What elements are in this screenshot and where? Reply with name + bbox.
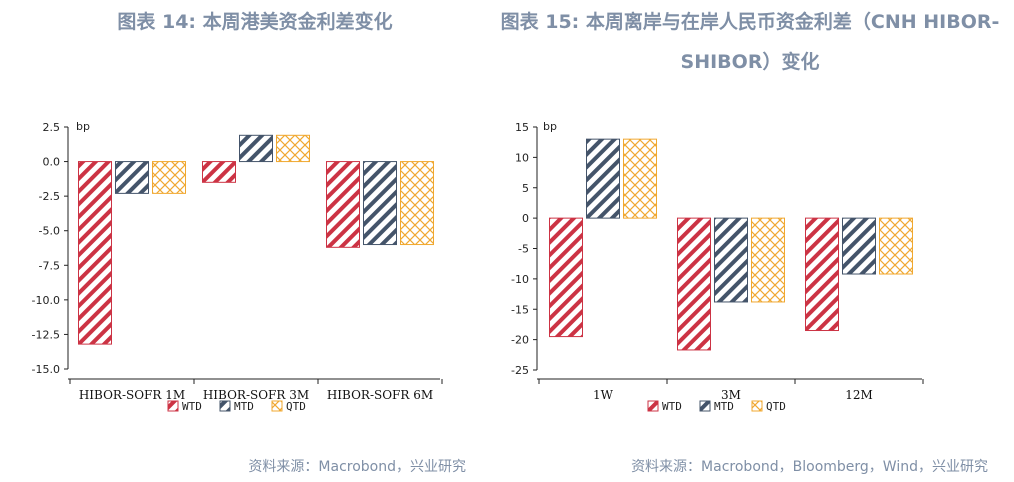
y-tick-label: 0 [522, 212, 529, 225]
legend-swatch-wtd [167, 400, 179, 412]
bar-mtd [115, 161, 149, 194]
x-category-label: 1W [593, 388, 614, 402]
y-tick-label: -2.5 [39, 190, 60, 203]
y-tick-label: -5.0 [39, 225, 60, 238]
y-tick-label: -15.0 [32, 363, 60, 376]
y-tick-label: 10 [515, 151, 529, 164]
source-note-left: 资料来源：Macrobond，兴业研究 [248, 459, 466, 475]
bar-qtd [623, 138, 657, 219]
bar-qtd [400, 161, 434, 246]
bar-wtd [805, 217, 839, 332]
y-tick-label: -7.5 [39, 259, 60, 272]
y-tick-label: -25 [511, 364, 529, 377]
chart-title-right: 图表 15: 本周离岸与在岸人民币资金利差（CNH HIBOR-SHIBOR）变… [500, 11, 1000, 73]
bar-wtd [326, 161, 360, 248]
legend-swatch-mtd [699, 400, 711, 412]
y-unit-label: bp [543, 120, 557, 133]
chart-title-left: 图表 14: 本周港美资金利差变化 [117, 11, 393, 33]
x-category-label: 12M [845, 388, 873, 402]
x-category-label: HIBOR-SOFR 6M [327, 388, 433, 402]
bar-mtd [714, 217, 748, 303]
y-tick-label: 2.5 [43, 121, 61, 134]
bar-qtd [276, 134, 310, 163]
legend-label-qtd: QTD [766, 400, 786, 413]
y-tick-label: -10.0 [32, 294, 60, 307]
bar-qtd [751, 217, 785, 303]
y-unit-label: bp [76, 120, 90, 133]
bar-qtd [152, 161, 186, 194]
x-category-label: HIBOR-SOFR 1M [79, 388, 185, 402]
y-tick-label: -20 [511, 334, 529, 347]
y-tick-label: -12.5 [32, 328, 60, 341]
x-category-label: 3M [721, 388, 741, 402]
y-tick-label: 15 [515, 121, 529, 134]
y-tick-label: -15 [511, 303, 529, 316]
y-tick-label: -10 [511, 273, 529, 286]
chart-right: 15 10 5 0 -5 -10 -15 -20 -25 bp 1W 3M 12M WTD MTD QTD [511, 120, 924, 413]
bar-wtd [78, 161, 112, 345]
legend-swatch-qtd [751, 400, 763, 412]
x-category-label: HIBOR-SOFR 3M [203, 388, 309, 402]
y-tick-label: -5 [518, 243, 529, 256]
legend-label-wtd: WTD [662, 400, 682, 413]
legend-label-wtd: WTD [182, 400, 202, 413]
y-tick-label: 5 [522, 182, 529, 195]
legend-label-mtd: MTD [234, 400, 254, 413]
bar-wtd [677, 217, 711, 351]
bar-mtd [842, 217, 876, 275]
legend-label-qtd: QTD [286, 400, 306, 413]
bar-mtd [363, 161, 397, 246]
bar-wtd [549, 217, 583, 338]
legend-swatch-mtd [219, 400, 231, 412]
y-tick-label: 0.0 [43, 156, 61, 169]
legend-swatch-qtd [271, 400, 283, 412]
bar-mtd [586, 138, 620, 219]
legend-swatch-wtd [647, 400, 659, 412]
bar-mtd [239, 134, 273, 163]
source-note-right: 资料来源：Macrobond，Bloomberg，Wind，兴业研究 [631, 459, 988, 475]
chart-left: 2.5 0.0 -2.5 -5.0 -7.5 -10.0 -12.5 -15.0 bp HIBOR… [32, 120, 443, 413]
bar-qtd [879, 217, 913, 275]
bar-wtd [202, 161, 236, 183]
legend-label-mtd: MTD [714, 400, 734, 413]
